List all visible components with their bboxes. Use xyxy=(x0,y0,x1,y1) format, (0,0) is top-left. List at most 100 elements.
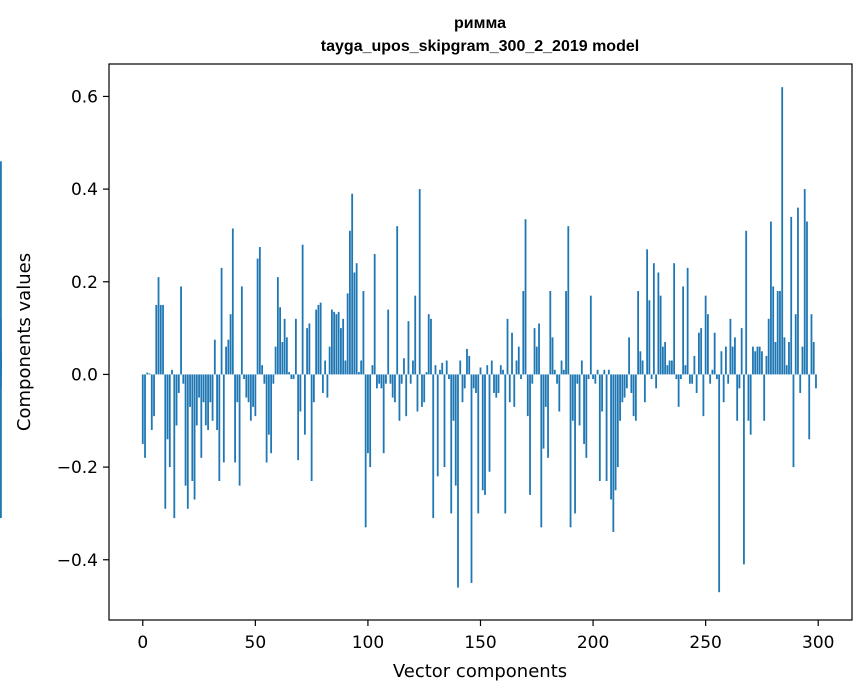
bar xyxy=(484,374,486,495)
chart-title-group: римма tayga_upos_skipgram_300_2_2019 mod… xyxy=(321,15,639,55)
bar xyxy=(279,307,282,375)
bar xyxy=(551,337,554,375)
bar xyxy=(378,374,381,384)
bar xyxy=(589,295,592,375)
bar xyxy=(198,374,200,398)
bar xyxy=(249,374,252,421)
bar xyxy=(767,318,770,375)
bar xyxy=(448,374,450,380)
x-tick-label: 100 xyxy=(352,633,384,653)
bar xyxy=(216,374,218,431)
bar xyxy=(524,219,527,375)
bar xyxy=(159,304,162,375)
bar xyxy=(675,374,678,380)
bar xyxy=(641,360,644,375)
bar xyxy=(204,374,207,426)
bar xyxy=(430,318,432,375)
bar xyxy=(556,374,558,384)
bar xyxy=(603,369,606,375)
bar xyxy=(520,374,522,380)
bar xyxy=(779,291,781,375)
bar xyxy=(738,374,741,389)
bar xyxy=(567,226,570,375)
bar xyxy=(607,369,610,375)
bar xyxy=(155,304,158,375)
bar xyxy=(333,311,336,375)
bar xyxy=(209,374,212,403)
bar xyxy=(396,226,399,375)
bar xyxy=(283,318,286,375)
bar xyxy=(254,374,257,417)
bar xyxy=(391,374,394,398)
bar xyxy=(621,374,624,403)
bar xyxy=(508,374,511,403)
bar xyxy=(452,374,455,421)
bar xyxy=(441,362,444,375)
bar xyxy=(355,263,358,375)
bar xyxy=(652,263,655,375)
bar xyxy=(351,193,354,375)
bar xyxy=(0,161,2,375)
x-tick-label: 0 xyxy=(137,633,148,653)
bar xyxy=(141,374,144,444)
bar xyxy=(673,263,676,375)
bar xyxy=(576,374,579,384)
bar xyxy=(562,369,565,375)
bar xyxy=(409,374,412,384)
bar xyxy=(504,374,507,514)
x-axis-label: Vector components xyxy=(393,661,567,682)
bar xyxy=(272,374,275,384)
bar xyxy=(801,346,804,375)
bar xyxy=(342,318,345,375)
bar xyxy=(349,230,351,375)
bar xyxy=(405,374,408,417)
bar xyxy=(387,309,390,375)
bar xyxy=(281,342,284,375)
bar xyxy=(718,374,721,593)
bar xyxy=(790,216,793,375)
bar xyxy=(236,374,239,403)
bar xyxy=(578,374,581,426)
bar xyxy=(574,374,576,514)
y-tick-label: −0.4 xyxy=(57,551,98,571)
bar xyxy=(531,374,534,384)
bar xyxy=(785,365,788,375)
bar xyxy=(686,267,689,375)
bar xyxy=(177,374,180,393)
bar xyxy=(213,339,216,375)
bar xyxy=(243,374,245,380)
x-axis-ticks: 0 50 100 150 200 250 300 xyxy=(137,620,834,653)
x-tick-label: 300 xyxy=(802,633,834,653)
x-tick-label: 250 xyxy=(689,633,721,653)
bar xyxy=(763,374,766,421)
bar xyxy=(312,374,315,403)
bar xyxy=(490,360,493,375)
bar xyxy=(560,360,563,375)
bar xyxy=(776,291,779,375)
bar xyxy=(369,374,372,468)
bar xyxy=(634,374,637,421)
bar xyxy=(598,374,601,481)
bar xyxy=(475,374,477,393)
bar xyxy=(533,328,536,375)
bar xyxy=(337,311,340,375)
bar xyxy=(808,374,811,440)
bar xyxy=(211,374,214,421)
bar xyxy=(601,374,603,412)
bar xyxy=(173,374,176,519)
bar xyxy=(362,291,365,375)
bar xyxy=(412,360,414,375)
bar xyxy=(488,374,491,472)
bar xyxy=(168,374,171,468)
bar xyxy=(218,374,221,481)
bar xyxy=(806,221,808,375)
bar xyxy=(679,374,682,380)
bar xyxy=(144,374,146,458)
bar xyxy=(513,374,516,407)
y-tick-label: 0.6 xyxy=(71,87,98,107)
bar xyxy=(443,374,446,468)
bar xyxy=(788,342,790,375)
bar xyxy=(497,374,500,393)
bar xyxy=(657,272,660,375)
bar xyxy=(668,360,671,375)
